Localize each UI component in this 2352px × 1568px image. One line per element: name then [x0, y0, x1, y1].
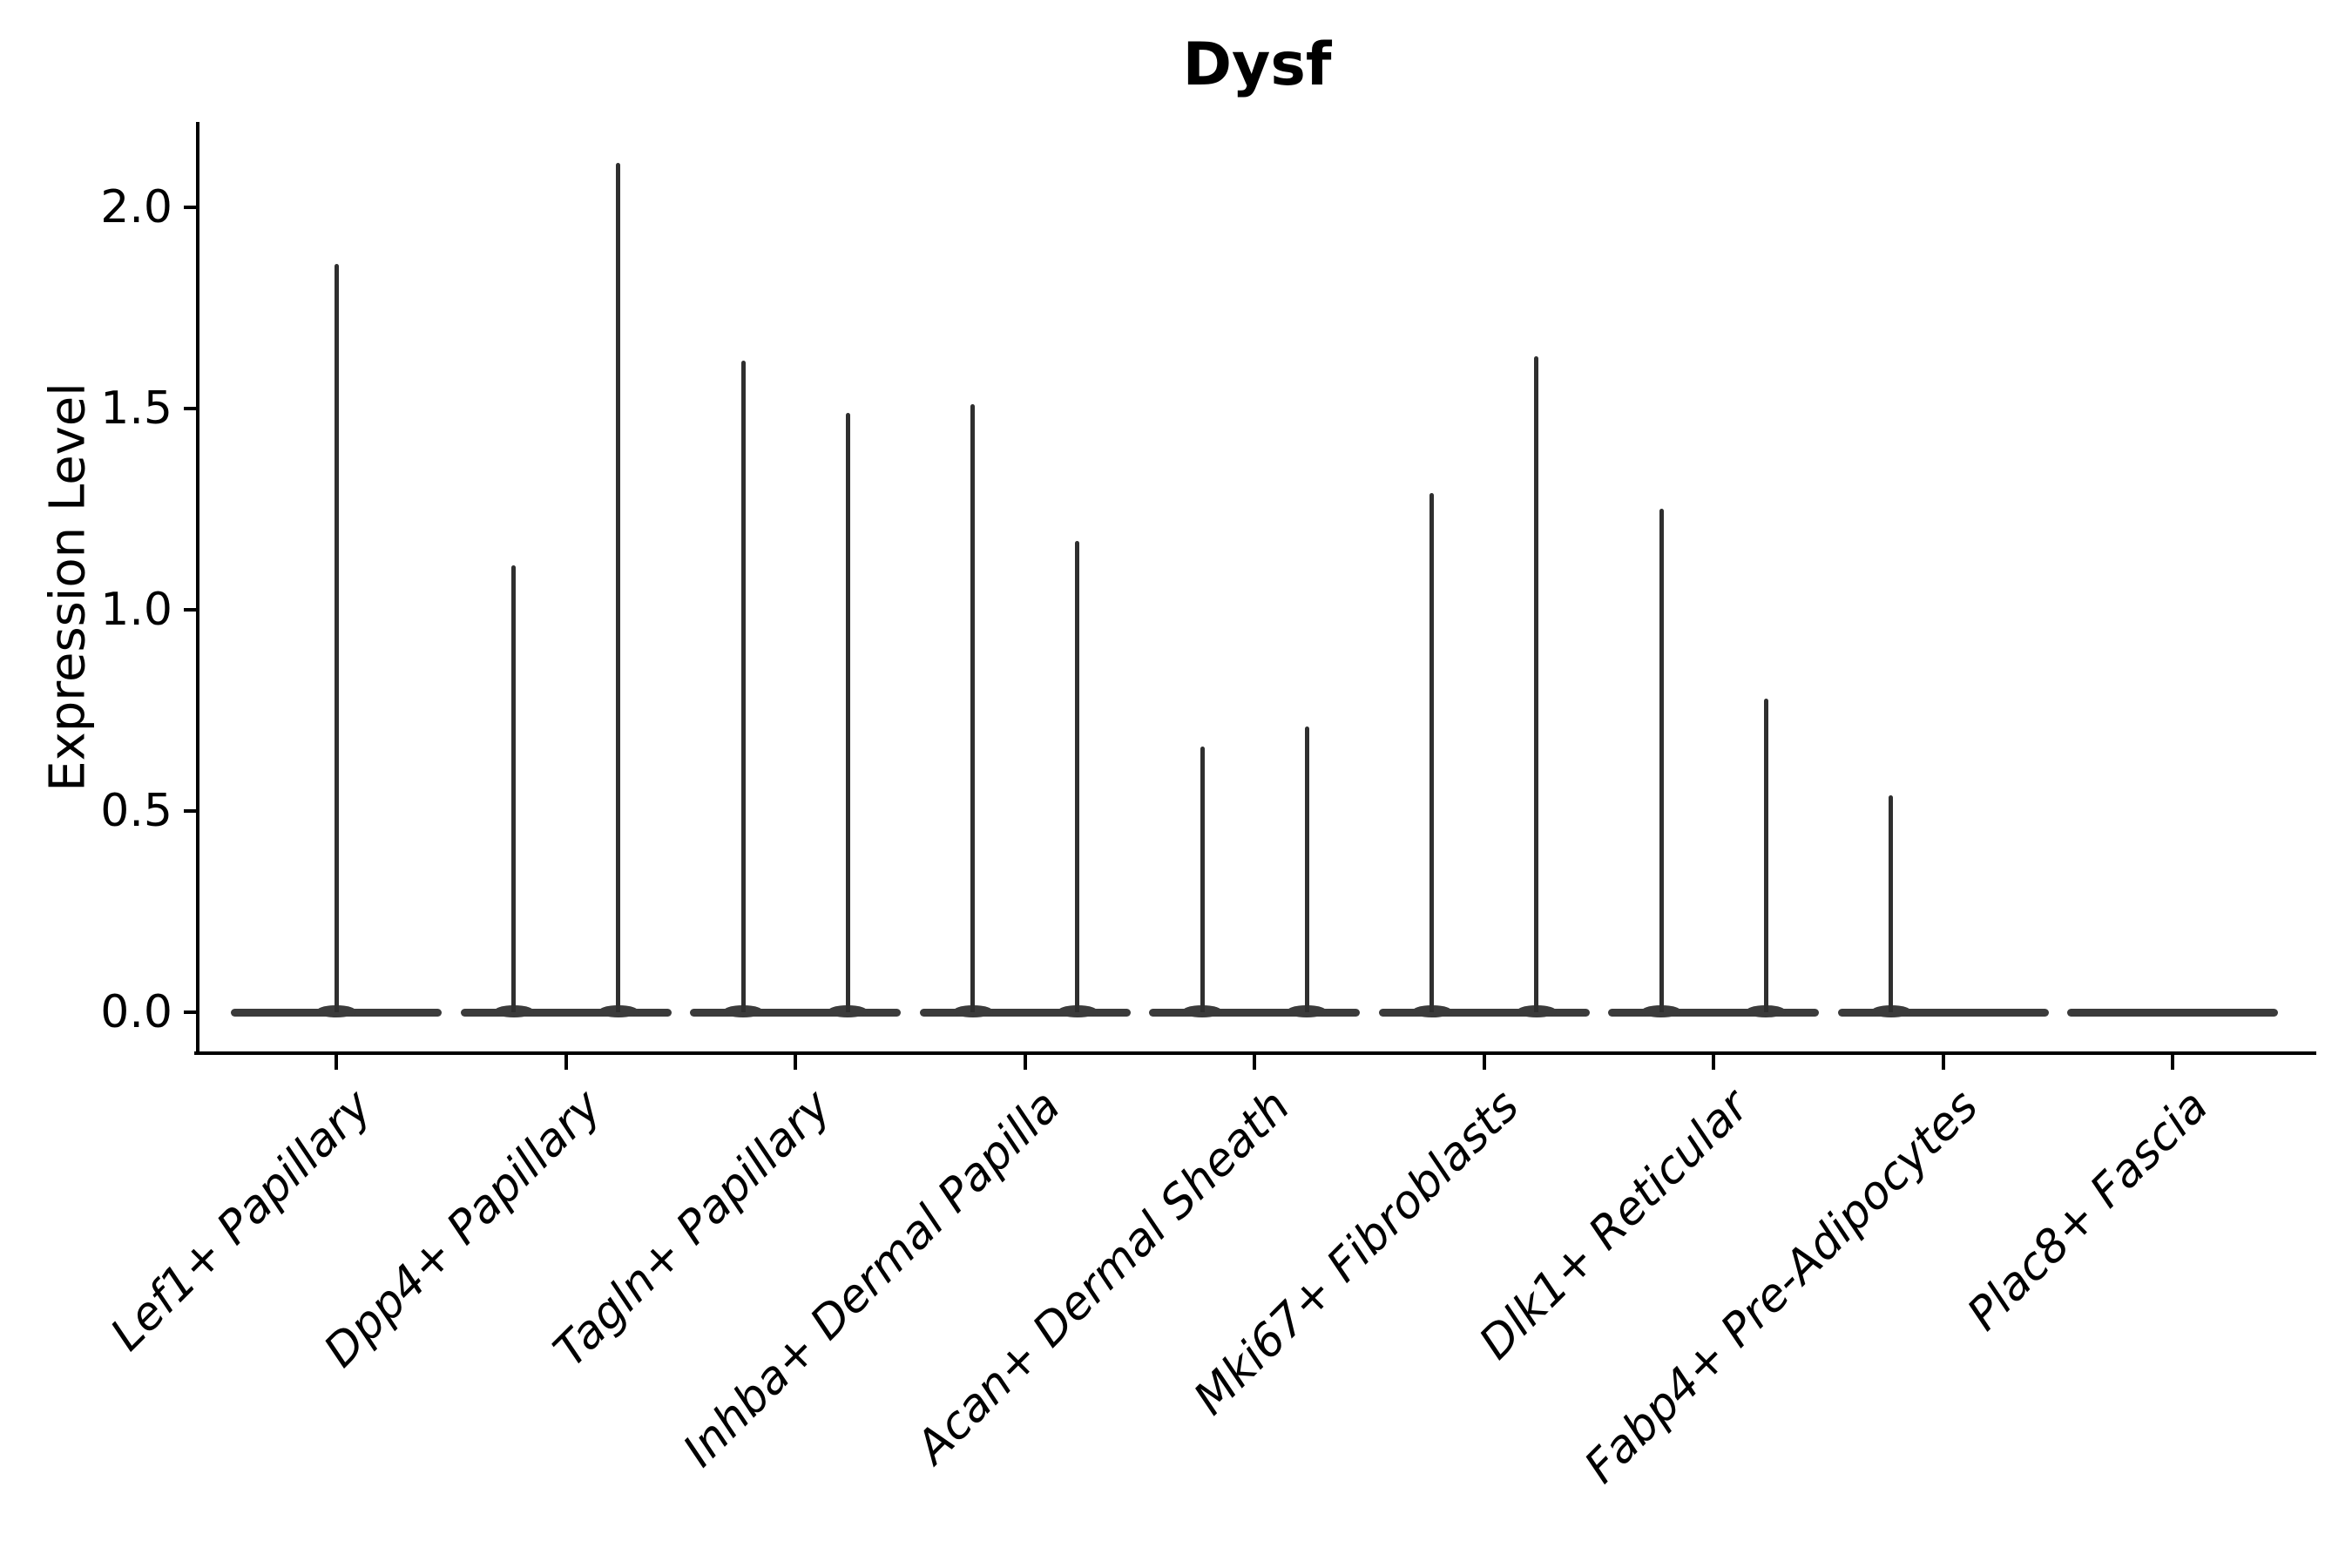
violin-spike	[970, 404, 975, 1012]
violin-spike	[1763, 699, 1768, 1012]
y-tick-label: 0.5	[100, 785, 172, 837]
x-tick-mark	[794, 1055, 797, 1070]
violin-base	[690, 1009, 901, 1017]
y-tick-label: 1.0	[100, 584, 172, 636]
violin-spike	[1659, 509, 1664, 1012]
x-tick-label: Acan+ Dermal Sheath	[906, 1079, 1301, 1474]
x-tick-label: Plac8+ Fascia	[1957, 1079, 2219, 1342]
y-tick-label: 1.5	[100, 382, 172, 435]
x-tick-mark	[564, 1055, 568, 1070]
y-tick-mark	[184, 1010, 198, 1014]
x-tick-mark	[1023, 1055, 1027, 1070]
violin-base	[1149, 1009, 1360, 1017]
x-tick-mark	[1941, 1055, 1945, 1070]
violin-base	[1608, 1009, 1819, 1017]
violin-base	[1378, 1009, 1590, 1017]
y-tick-mark	[184, 206, 198, 209]
x-tick-label: Inhba+ Dermal Papilla	[673, 1079, 1071, 1477]
violin-spike	[1429, 493, 1434, 1012]
violin-spike	[1534, 356, 1538, 1012]
violin-spike	[845, 413, 850, 1012]
violin-spike	[740, 361, 746, 1012]
violin-spike	[616, 163, 620, 1012]
y-axis-spine	[196, 122, 199, 1055]
violin-base	[460, 1009, 672, 1017]
x-tick-mark	[335, 1055, 338, 1070]
x-tick-mark	[1253, 1055, 1256, 1070]
violin-spike	[1075, 541, 1079, 1012]
y-tick-label: 0.0	[100, 986, 172, 1038]
y-tick-mark	[184, 608, 198, 612]
violin-base	[1837, 1009, 2049, 1017]
violin-spike	[1200, 747, 1205, 1012]
x-tick-label: Fabp4+ Pre-Adipocytes	[1575, 1079, 1989, 1494]
violin-spike	[334, 264, 339, 1012]
y-tick-label: 2.0	[100, 181, 172, 233]
violin-base	[2067, 1009, 2278, 1017]
y-tick-mark	[184, 407, 198, 410]
x-tick-mark	[1712, 1055, 1715, 1070]
violin-base	[919, 1009, 1131, 1017]
violin-spike	[1889, 795, 1893, 1012]
violin-spike	[511, 565, 516, 1012]
x-axis-spine	[194, 1051, 2316, 1055]
plot-title: Dysf	[1182, 30, 1332, 99]
x-tick-mark	[2171, 1055, 2174, 1070]
x-tick-mark	[1482, 1055, 1486, 1070]
y-tick-mark	[184, 809, 198, 813]
violin-spike	[1304, 727, 1309, 1012]
